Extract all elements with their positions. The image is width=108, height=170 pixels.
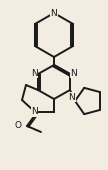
Text: N: N [71, 69, 77, 78]
Text: N: N [31, 107, 38, 116]
Text: N: N [51, 8, 57, 18]
Text: O: O [14, 121, 21, 130]
Text: N: N [69, 92, 75, 101]
Text: N: N [31, 69, 37, 78]
